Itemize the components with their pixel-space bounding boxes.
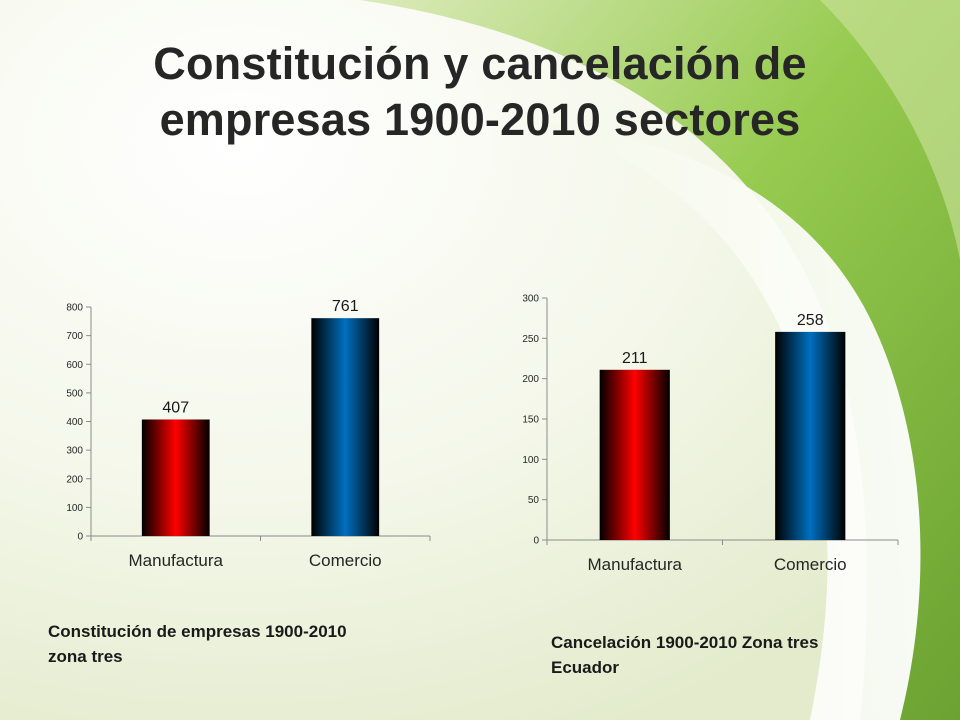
bar-manufactura	[141, 419, 210, 536]
y-tick-label: 300	[66, 446, 83, 457]
data-label-manufactura: 407	[162, 399, 189, 416]
caption-constitucion: Constitución de empresas 1900-2010 zona …	[48, 622, 347, 666]
y-tick-label: 600	[66, 360, 83, 371]
title-line-2: empresas 1900-2010 sectores	[159, 94, 801, 145]
y-tick-label: 100	[66, 503, 83, 514]
y-tick-label: 400	[66, 417, 83, 428]
bar-comercio	[311, 318, 380, 536]
outer-swoosh	[820, 0, 960, 260]
y-tick-label: 700	[66, 331, 83, 342]
category-label-comercio: Comercio	[309, 551, 382, 570]
title-line-1: Constitución y cancelación de	[153, 38, 807, 89]
caption-cancelacion: Cancelación 1900-2010 Zona tres Ecuador	[551, 633, 819, 677]
page-title: Constitución y cancelación de empresas 1…	[60, 36, 900, 148]
y-tick-label: 200	[66, 474, 83, 485]
light-swoosh	[520, 120, 921, 720]
y-tick-label: 500	[66, 388, 83, 399]
green-swoosh	[360, 0, 960, 720]
y-tick-label: 0	[77, 532, 83, 543]
category-label-manufactura: Manufactura	[129, 551, 224, 570]
y-tick-label: 800	[66, 303, 83, 314]
data-label-comercio: 761	[332, 298, 359, 315]
